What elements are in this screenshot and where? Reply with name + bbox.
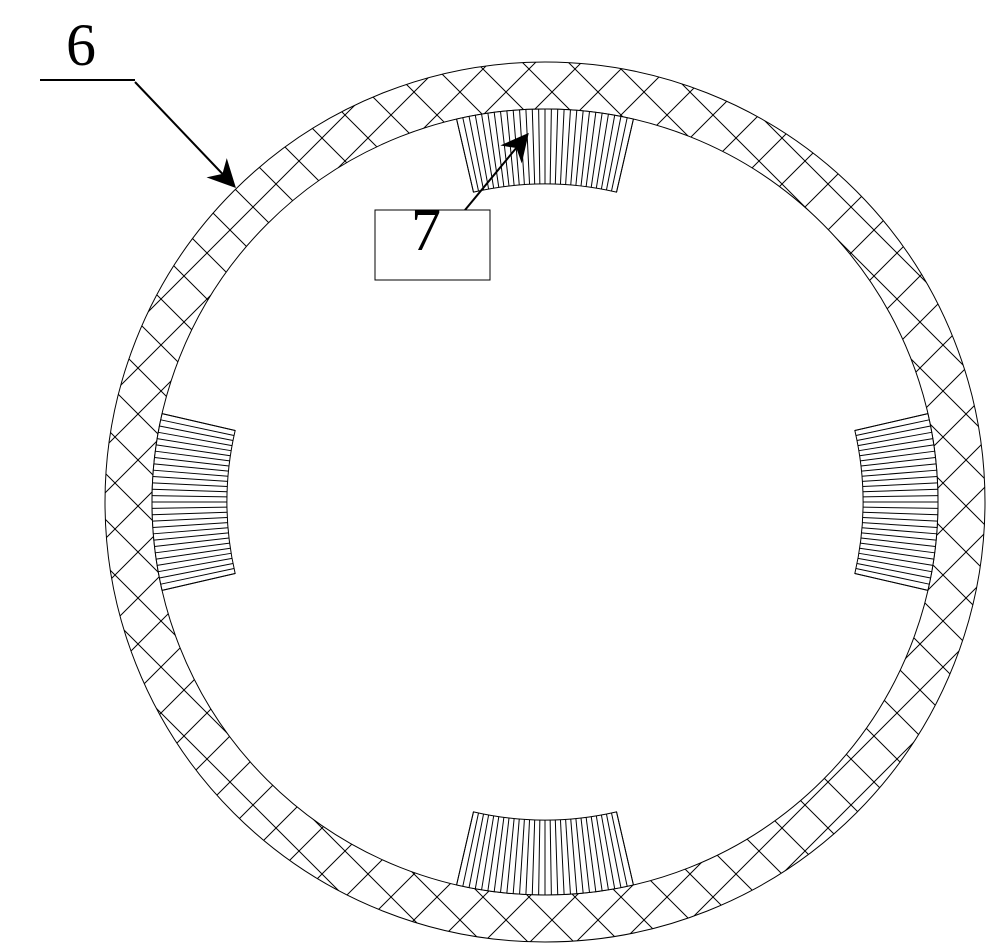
inner-pad [457,812,634,895]
callout-label: 7 [411,197,441,263]
outer-ring [105,62,985,942]
callout-6: 6 [40,12,234,186]
inner-pad [457,109,634,192]
inner-pad [855,414,938,591]
inner-pad [152,414,235,591]
cross-section-diagram: 67 [0,0,1000,944]
callout-label: 6 [66,12,96,78]
